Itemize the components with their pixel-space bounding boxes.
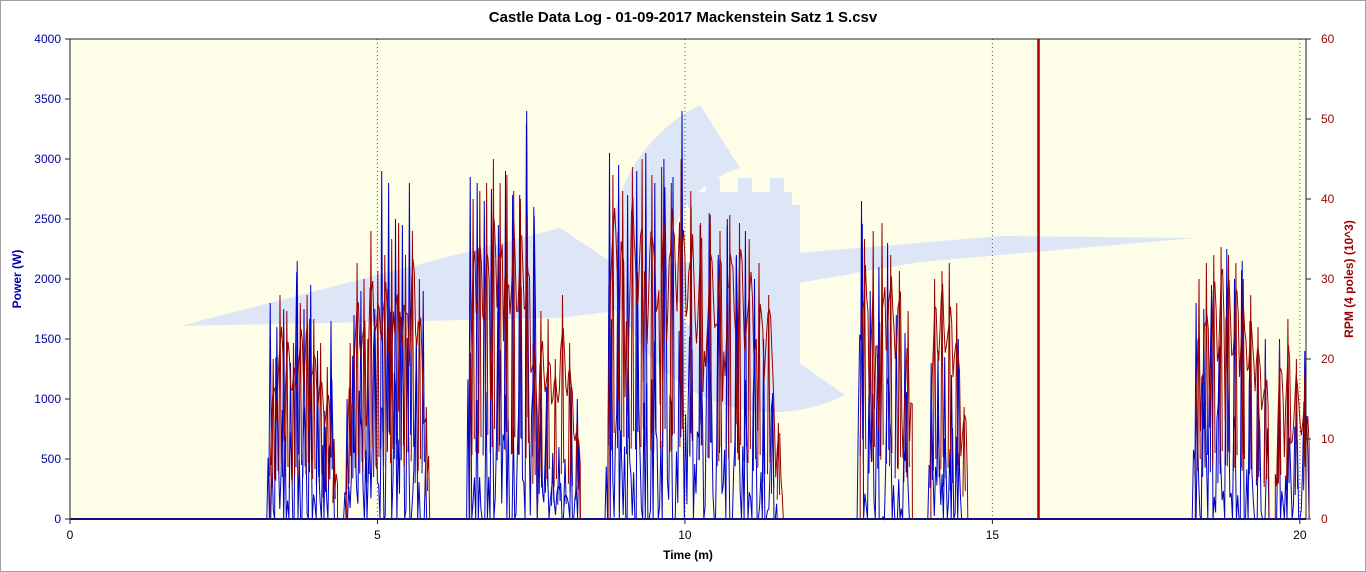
y-left-tick-label: 3000 bbox=[34, 152, 61, 166]
watermark-c-shape bbox=[610, 105, 845, 413]
rpm-series bbox=[70, 39, 1310, 520]
power-trace bbox=[70, 123, 1310, 521]
y-right-tick-label: 0 bbox=[1321, 512, 1328, 526]
power-peaks bbox=[268, 110, 1307, 508]
y-right-tick-label: 50 bbox=[1321, 112, 1335, 126]
y-left-tick-label: 4000 bbox=[34, 32, 61, 46]
x-tick-label: 10 bbox=[678, 528, 692, 542]
y-left-tick-label: 3500 bbox=[34, 92, 61, 106]
x-tick-label: 0 bbox=[67, 528, 74, 542]
y-axis-right-label: RPM (4 poles) (10^3) bbox=[1342, 220, 1356, 338]
y-left-tick-label: 2500 bbox=[34, 212, 61, 226]
y-right-tick-label: 40 bbox=[1321, 192, 1335, 206]
x-tick-label: 20 bbox=[1293, 528, 1307, 542]
tick-labels: 0 5 10 15 2005001000150020002500300035004000… bbox=[34, 32, 1334, 542]
y-left-tick-label: 0 bbox=[54, 512, 61, 526]
y-right-tick-label: 10 bbox=[1321, 432, 1335, 446]
y-right-tick-label: 20 bbox=[1321, 352, 1335, 366]
y-left-tick-label: 1000 bbox=[34, 392, 61, 406]
y-right-tick-label: 30 bbox=[1321, 272, 1335, 286]
x-tick-label: 5 bbox=[374, 528, 381, 542]
rpm-trace bbox=[70, 197, 1310, 520]
y-axis-left-label: Power (W) bbox=[10, 250, 24, 309]
rpm-peaks bbox=[271, 158, 1307, 504]
y-left-tick-label: 500 bbox=[41, 452, 61, 466]
x-tick-label: 15 bbox=[986, 528, 1000, 542]
x-axis-label: Time (m) bbox=[663, 548, 713, 562]
watermark-battlements bbox=[688, 178, 792, 208]
watermark-wing bbox=[180, 228, 1195, 326]
y-left-tick-label: 2000 bbox=[34, 272, 61, 286]
y-left-tick-label: 1500 bbox=[34, 332, 61, 346]
chart-title: Castle Data Log - 01-09-2017 Mackenstein… bbox=[488, 9, 878, 26]
y-right-tick-label: 60 bbox=[1321, 32, 1335, 46]
